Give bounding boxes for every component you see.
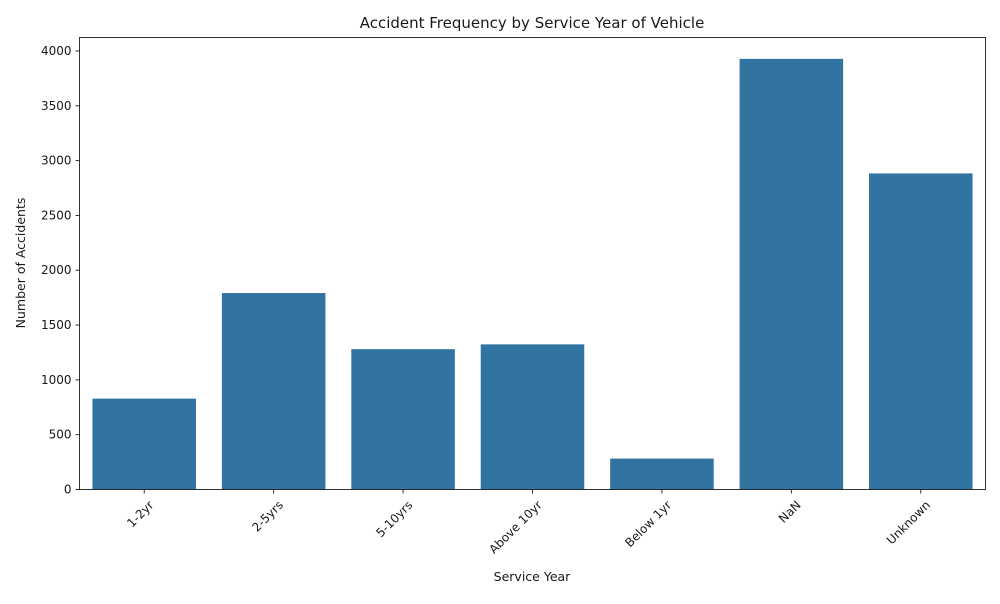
- bar-5-10yrs: [351, 349, 455, 490]
- x-tick-label: Below 1yr: [622, 498, 674, 550]
- x-axis: 1-2yr 2-5yrs 5-10yrs Above 10yr Below 1yr NaN…: [124, 489, 933, 557]
- bar-1-2yr: [92, 398, 196, 490]
- x-tick-label: 2-5yrs: [249, 498, 286, 535]
- x-tick-label: NaN: [776, 498, 804, 526]
- y-tick-label: 0: [64, 483, 72, 497]
- chart-title: Accident Frequency by Service Year of Ve…: [360, 14, 705, 32]
- y-tick-label: 4000: [41, 44, 72, 58]
- y-tick-label: 1500: [41, 318, 72, 332]
- bar-nan: [739, 58, 844, 490]
- bar-unknown: [869, 173, 973, 490]
- bar-below-1yr: [610, 458, 714, 490]
- y-tick-label: 2500: [41, 208, 72, 222]
- bars-group: [92, 58, 973, 490]
- y-tick-label: 3500: [41, 99, 72, 113]
- bar-above-10yr: [480, 344, 585, 490]
- x-tick-label: 1-2yr: [124, 498, 156, 530]
- x-tick-label: Above 10yr: [486, 498, 545, 557]
- x-tick-label: Unknown: [884, 498, 933, 547]
- x-axis-label: Service Year: [494, 569, 571, 584]
- y-axis-label: Number of Accidents: [13, 198, 28, 329]
- y-tick-label: 1000: [41, 373, 72, 387]
- y-tick-label: 500: [49, 428, 72, 442]
- bar-2-5yrs: [221, 293, 326, 490]
- y-tick-label: 2000: [41, 263, 72, 277]
- plot-frame: [79, 37, 986, 490]
- y-tick-label: 3000: [41, 154, 72, 168]
- y-axis: 0 500 1000 1500 2000 2500 3000 3500 4000: [41, 44, 80, 497]
- x-tick-label: 5-10yrs: [373, 498, 415, 540]
